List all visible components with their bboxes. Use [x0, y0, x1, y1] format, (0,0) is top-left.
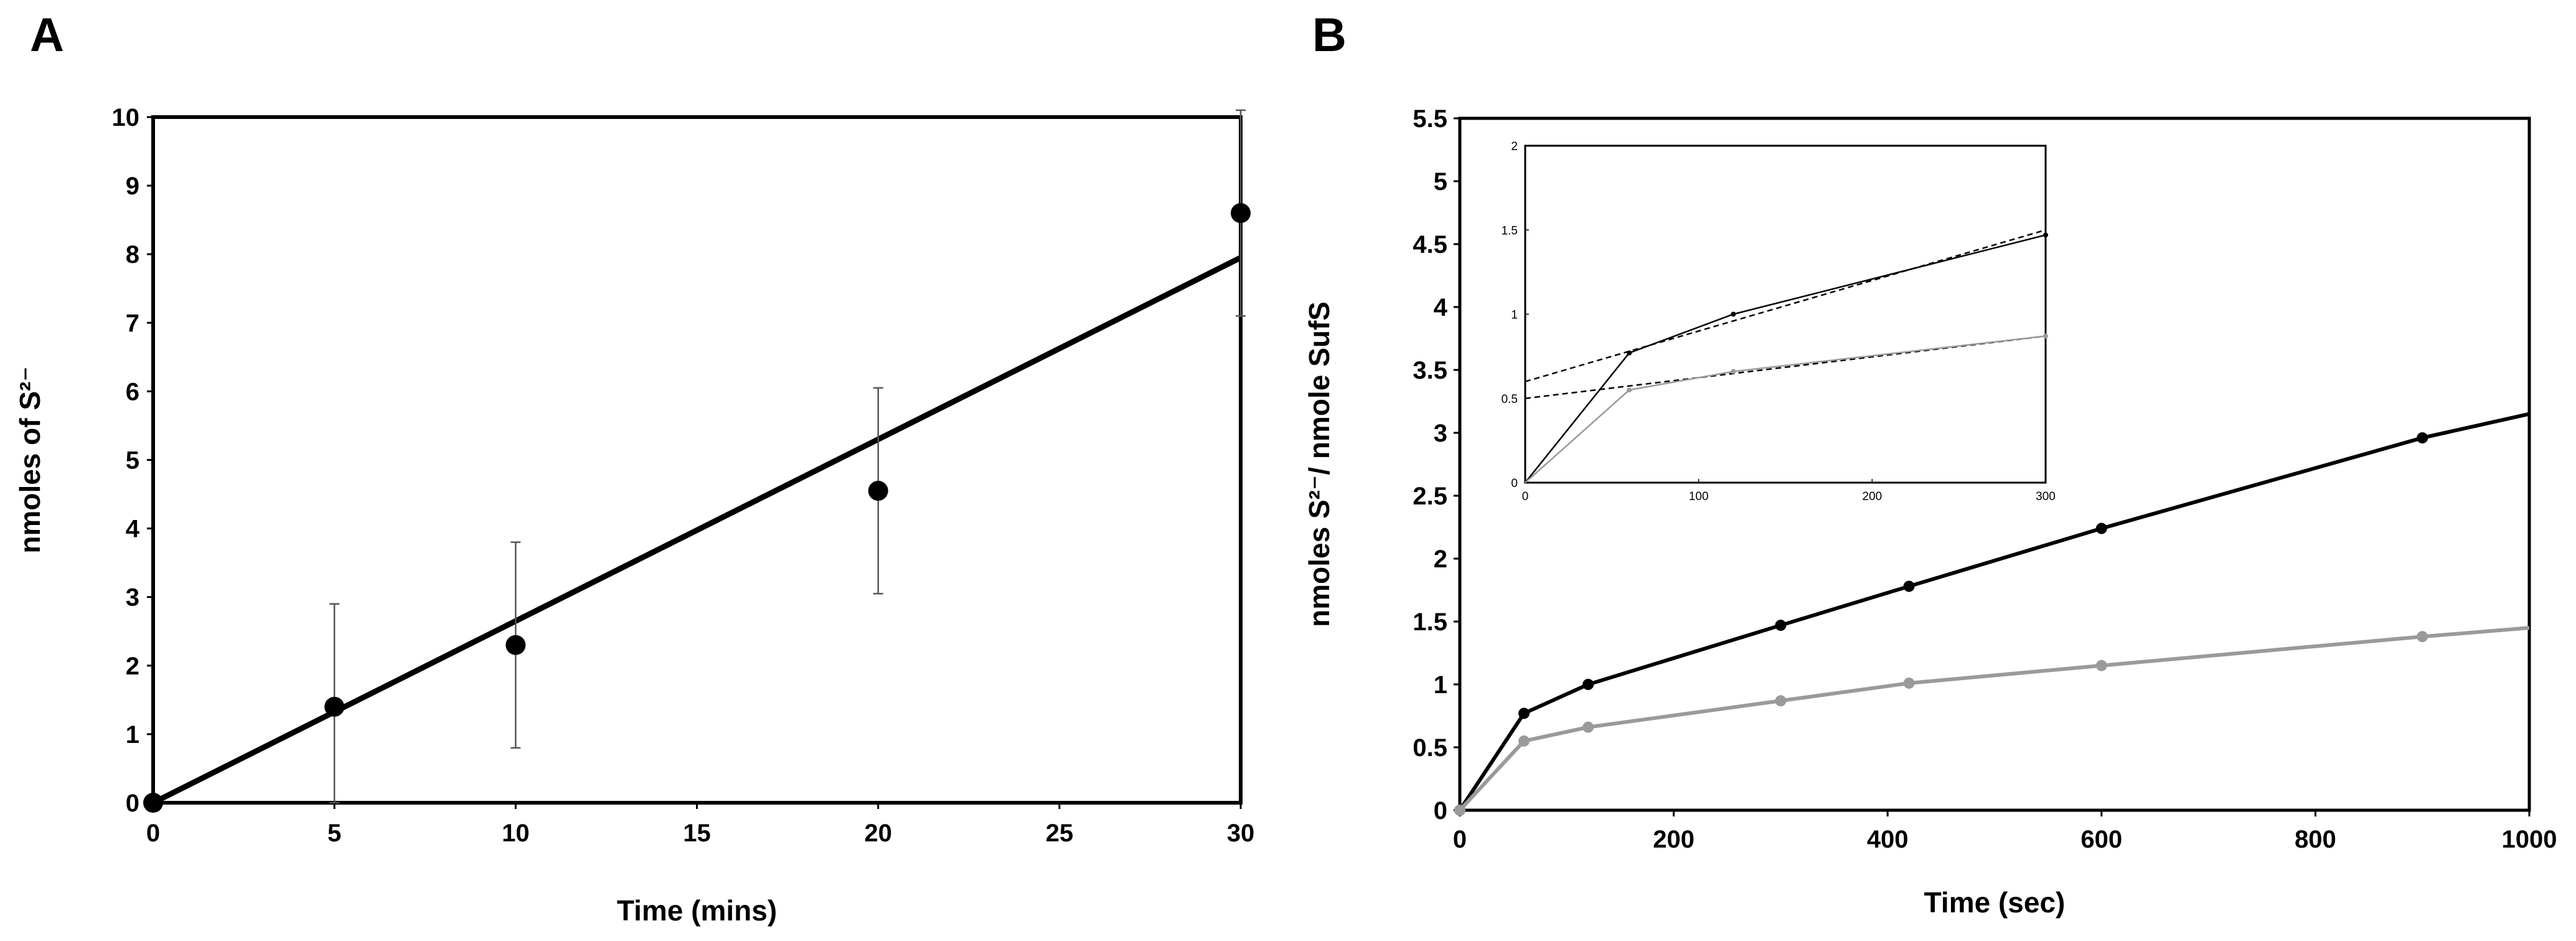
series-point-gray [1518, 735, 1530, 747]
fit-line-a [151, 255, 1243, 806]
series-point-gray [2417, 631, 2428, 643]
x-tick-label-a: 0 [146, 820, 160, 847]
inset-series-point-gray [2043, 333, 2048, 339]
panel-b-label: B [1312, 9, 1347, 62]
plot-area-b [1458, 116, 2531, 812]
x-tick-label-b: 800 [2295, 826, 2336, 853]
y-tick-label-b: 4.5 [1413, 231, 1447, 258]
inset-y-tick-label: 0 [1511, 477, 1518, 490]
series-point-black [2095, 523, 2107, 534]
plot-area-a [151, 115, 1243, 805]
inset-dashed-fit [1525, 229, 2046, 382]
y-tick-label-a: 7 [126, 310, 139, 337]
y-tick-label-b: 3.5 [1413, 357, 1447, 384]
data-point-a [505, 635, 526, 655]
series-line-gray [1458, 626, 2530, 812]
x-tick-label-a: 25 [1046, 820, 1074, 847]
y-tick-label-a: 2 [126, 653, 139, 680]
inset-series-line-gray [1525, 335, 2046, 483]
y-tick-label-a: 5 [126, 447, 139, 475]
series-point-black [2417, 432, 2428, 444]
series-point-gray [1454, 805, 1465, 816]
inset-series-point-gray [1627, 387, 1632, 393]
inset-plot-area [1524, 144, 2047, 484]
y-tick-label-b: 0.5 [1413, 734, 1447, 762]
x-axis-title-a: Time (mins) [617, 894, 777, 927]
y-axis-title-a: nmoles of S²⁻ [14, 366, 46, 553]
y-tick-label-b: 4 [1434, 294, 1448, 321]
chart-b: 00.511.522.533.544.555.50 200 400 600 800 100… [1303, 105, 2557, 919]
x-tick-label-a: 15 [683, 820, 711, 847]
x-tick-label-a: 5 [327, 820, 341, 847]
series-point-gray [1775, 695, 1787, 707]
x-tick-label-b: 0 [1453, 826, 1467, 853]
x-axis-title-b: Time (sec) [1924, 886, 2066, 919]
inset-x-tick-label: 100 [1689, 490, 1709, 503]
y-axis-title-b: nmoles S²⁻/ nmole SufS [1303, 301, 1335, 627]
series-point-gray [1582, 721, 1594, 733]
y-tick-label-b: 0 [1434, 797, 1447, 825]
x-tick-label-a: 10 [502, 820, 530, 847]
y-tick-label-a: 10 [112, 104, 140, 131]
y-tick-label-a: 4 [126, 516, 140, 543]
y-tick-label-b: 5 [1434, 168, 1447, 196]
series-point-black [1903, 580, 1915, 592]
y-tick-label-b: 2.5 [1413, 483, 1447, 510]
series-point-black [1582, 679, 1594, 690]
inset-y-tick-label: 2 [1511, 140, 1518, 153]
inset-x-tick-label: 300 [2036, 490, 2056, 503]
x-tick-label-b: 1000 [2502, 826, 2557, 853]
x-tick-label-a: 20 [864, 820, 892, 847]
inset-series-point-black [1627, 350, 1632, 356]
inset-y-tick-label: 1 [1511, 309, 1518, 322]
series-line-black [1458, 412, 2530, 811]
y-tick-label-a: 1 [126, 721, 139, 749]
series-point-black [1518, 707, 1530, 719]
y-tick-label-b: 5.5 [1413, 105, 1447, 133]
inset-series-line-black [1525, 234, 2046, 483]
data-point-a [324, 696, 345, 717]
series-point-gray [2095, 660, 2107, 671]
series-point-black [1775, 620, 1787, 631]
x-tick-label-a: 30 [1227, 820, 1255, 847]
y-tick-label-b: 1 [1434, 671, 1447, 699]
x-tick-label-b: 200 [1653, 826, 1695, 853]
y-tick-label-a: 6 [126, 378, 139, 405]
y-tick-label-b: 1.5 [1413, 608, 1447, 636]
x-tick-label-b: 600 [2080, 826, 2122, 853]
data-point-a [143, 793, 163, 813]
y-tick-label-b: 2 [1434, 546, 1447, 573]
y-tick-label-a: 3 [126, 584, 139, 612]
y-tick-label-a: 8 [126, 241, 139, 268]
chart-a: 0 1 2 3 4 5 6 7 8 9 10 0 5 10 15 20 25 30 Time (mins) nmole… [14, 104, 1254, 927]
panel-a-label: A [30, 9, 64, 62]
inset-x-tick-label: 200 [1862, 490, 1882, 503]
y-tick-label-b: 3 [1434, 420, 1447, 447]
data-point-a [1231, 203, 1251, 224]
inset-dashed-fit [1525, 335, 2046, 399]
inset-series-point-black [2043, 232, 2048, 238]
data-point-a [868, 481, 888, 501]
inset-series-point-black [1731, 311, 1736, 317]
inset-x-tick-label: 0 [1522, 490, 1529, 503]
inset-y-tick-label: 0.5 [1502, 393, 1518, 406]
inset-series-point-gray [1731, 369, 1736, 374]
series-point-gray [1903, 677, 1915, 689]
y-tick-label-a: 0 [126, 790, 139, 817]
inset-y-tick-label: 1.5 [1502, 224, 1518, 237]
x-tick-label-b: 400 [1867, 826, 1909, 853]
y-tick-label-a: 9 [126, 173, 139, 200]
